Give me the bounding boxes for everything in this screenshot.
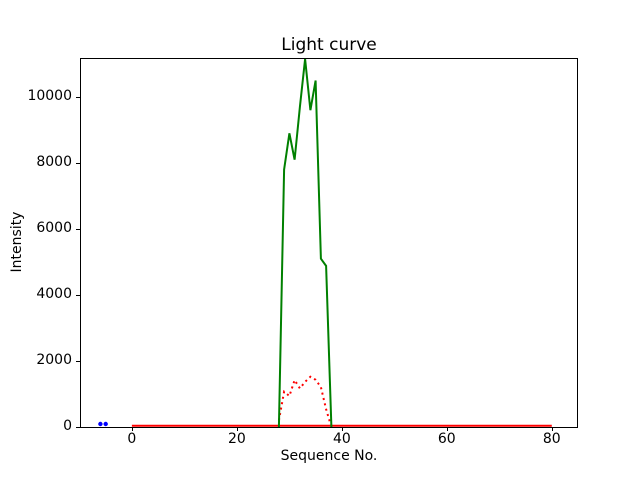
- y-tick-mark: [76, 163, 80, 164]
- y-tick-mark: [76, 427, 80, 428]
- y-tick-mark: [76, 229, 80, 230]
- x-tick-mark: [236, 427, 238, 431]
- y-tick-mark: [76, 361, 80, 362]
- x-tick-label: 40: [332, 431, 351, 447]
- series-blue-markers: [98, 421, 108, 427]
- y-tick-label: 10000: [27, 88, 72, 104]
- y-tick-label: 4000: [36, 286, 72, 302]
- y-tick-mark: [76, 97, 80, 98]
- x-tick-mark: [341, 427, 343, 431]
- series-red-dotted-bump: [277, 375, 333, 427]
- x-tick-mark: [551, 427, 553, 431]
- x-tick-label: 80: [542, 431, 561, 447]
- plot-area: [80, 58, 578, 428]
- y-tick-mark: [76, 295, 80, 296]
- series-green-curve: [277, 59, 333, 427]
- plot-canvas: [98, 59, 552, 427]
- x-tick-mark: [131, 427, 133, 431]
- x-axis-label: Sequence No.: [280, 448, 378, 464]
- y-tick-label: 0: [63, 418, 72, 434]
- x-tick-label: 0: [127, 431, 137, 447]
- y-tick-label: 2000: [36, 352, 72, 368]
- chart-title: Light curve: [281, 35, 377, 55]
- y-tick-label: 8000: [36, 154, 72, 170]
- y-tick-label: 6000: [36, 220, 72, 236]
- x-tick-label: 20: [227, 431, 246, 447]
- x-tick-mark: [446, 427, 448, 431]
- x-tick-label: 60: [437, 431, 456, 447]
